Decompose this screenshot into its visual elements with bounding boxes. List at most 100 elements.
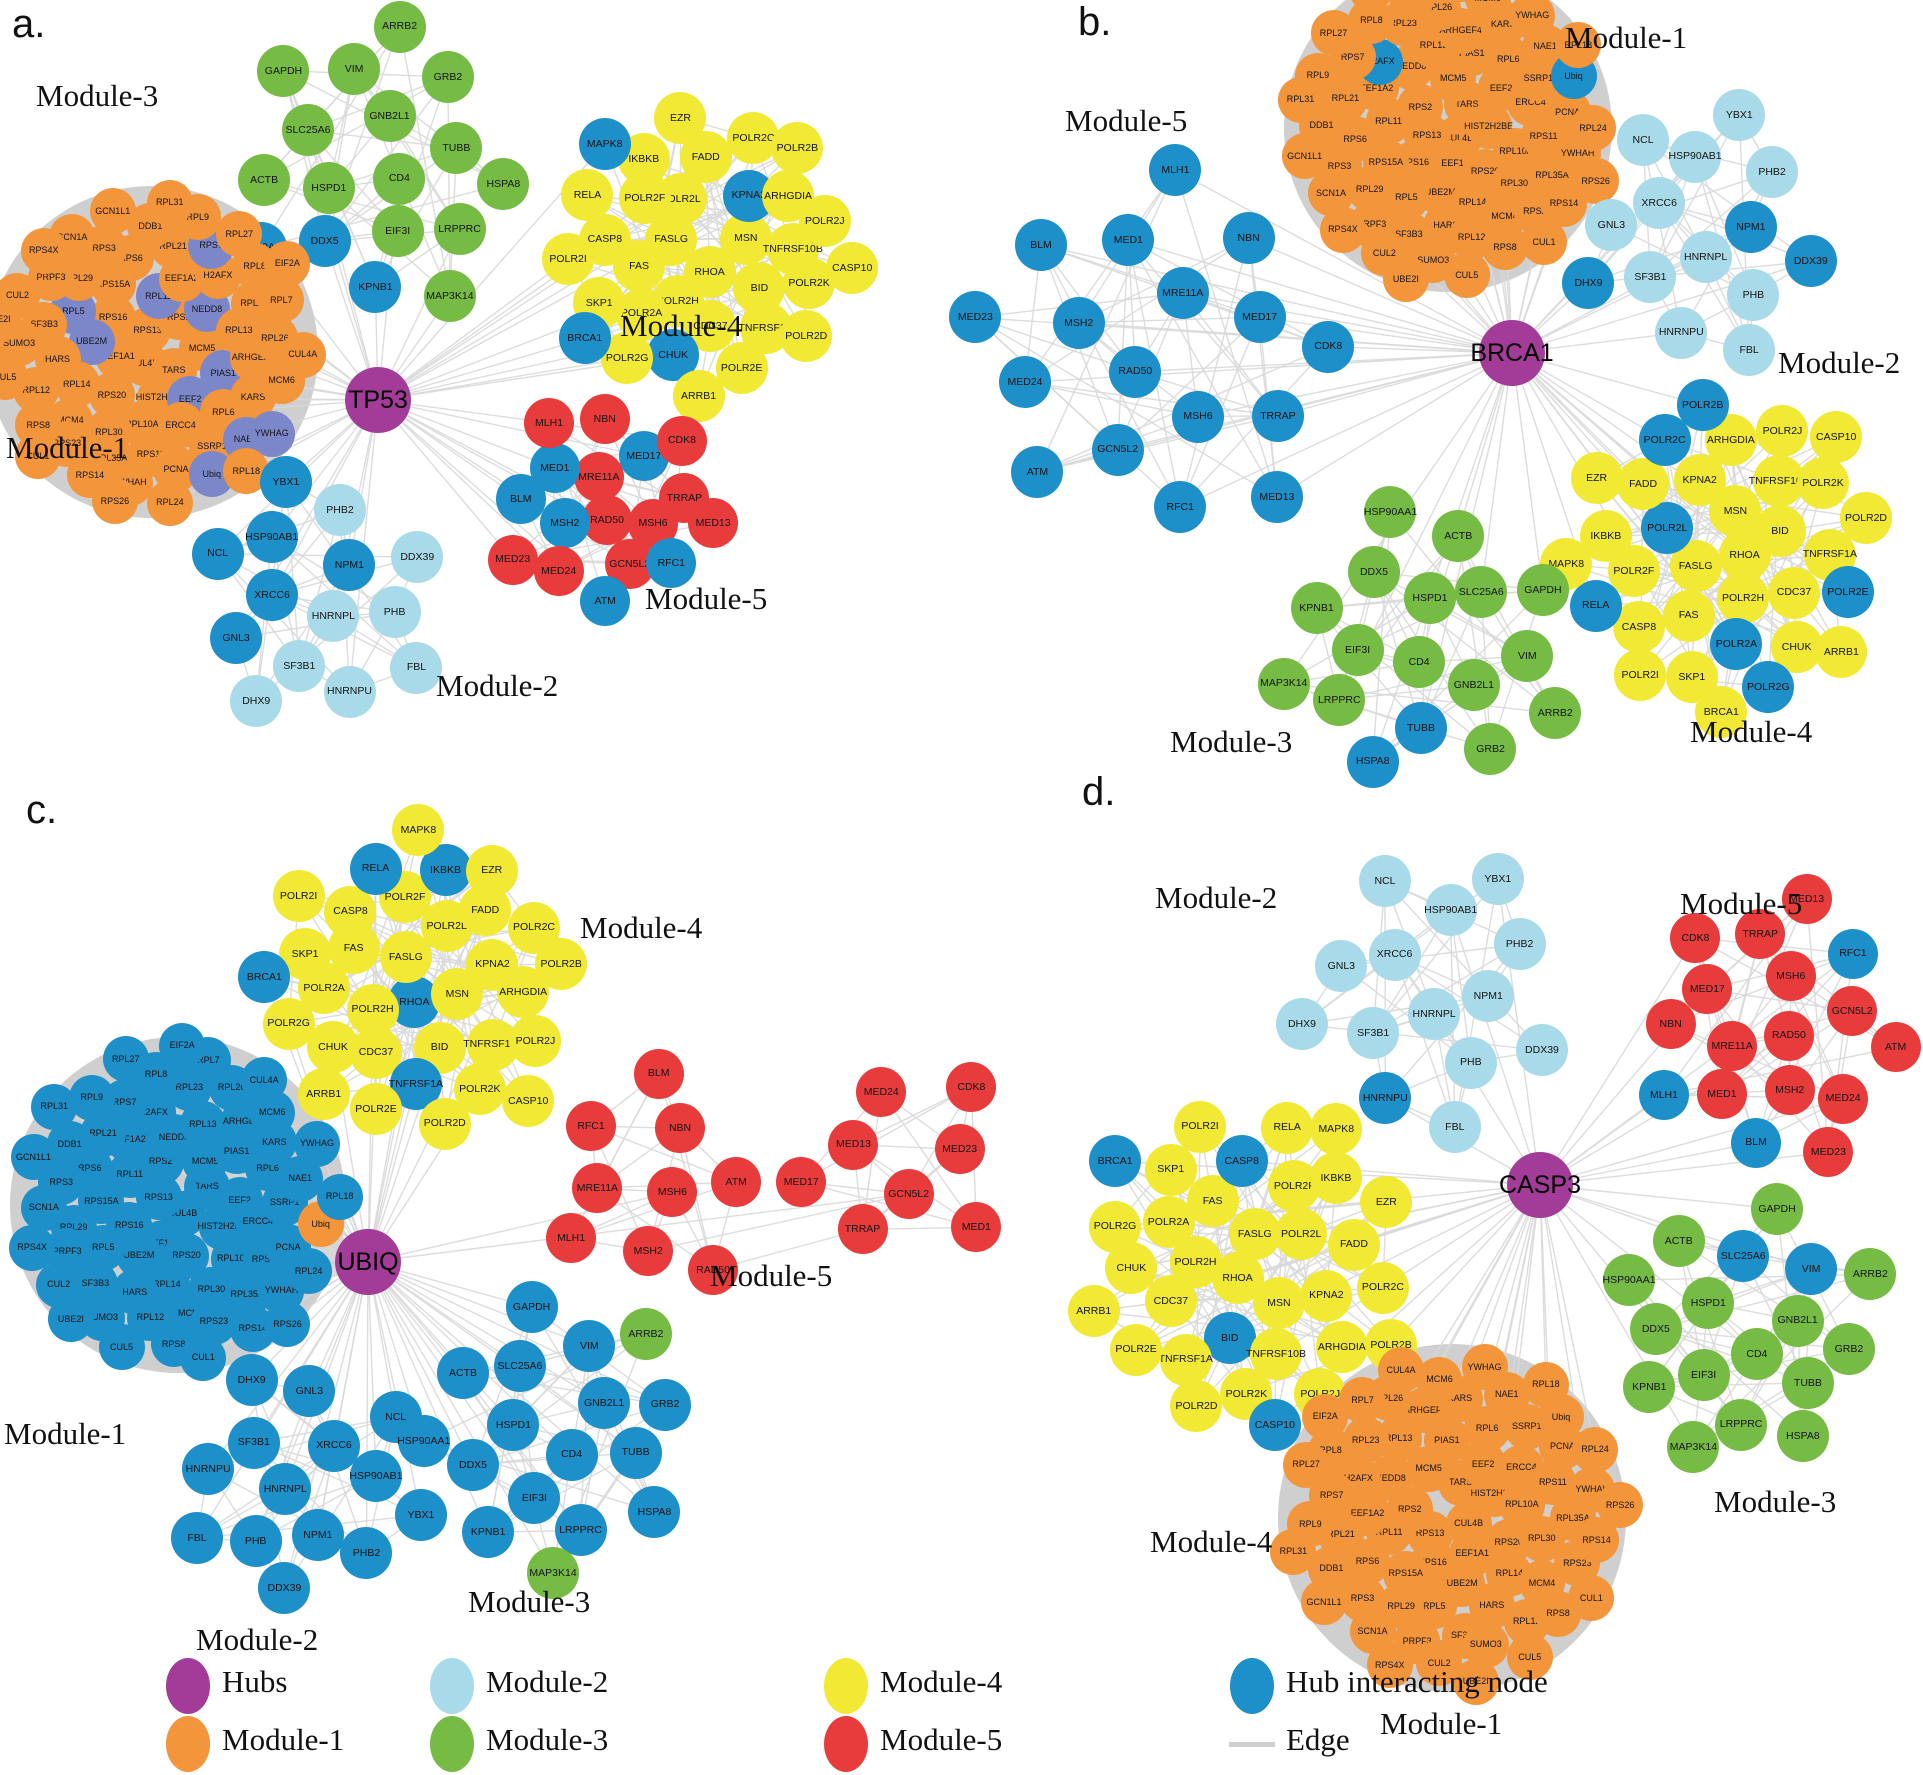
node-LRPPRC: LRPPRC (1715, 1398, 1768, 1451)
node-CUL5: CUL5 (1443, 252, 1490, 299)
node-HNRNPU: HNRNPU (1359, 1071, 1412, 1124)
node-BID: BID (1754, 505, 1807, 558)
node-HSPA8: HSPA8 (628, 1486, 681, 1539)
node-FADD: FADD (1617, 457, 1670, 510)
node-FAS: FAS (1662, 589, 1715, 642)
node-MED23: MED23 (1803, 1127, 1854, 1178)
module-label-a-module-1: Module-1 (6, 430, 129, 465)
node-MED24: MED24 (533, 546, 584, 597)
node-MED24: MED24 (1818, 1073, 1869, 1124)
node-HSP90AB1: HSP90AB1 (349, 1450, 402, 1503)
node-SF3B1: SF3B1 (227, 1416, 280, 1469)
node-TNFRSF10B: TNFRSF10B (1749, 454, 1809, 507)
node-HSPD1: HSPD1 (302, 162, 355, 215)
node-CUL4A: CUL4A (241, 1057, 288, 1104)
node-GAPDH: GAPDH (1516, 564, 1569, 617)
node-HSP90AB1: HSP90AB1 (245, 511, 298, 564)
node-YWHAG: YWHAG (1509, 0, 1556, 39)
node-RPL27: RPL27 (1283, 1441, 1330, 1488)
node-GNB2L1: GNB2L1 (363, 89, 416, 142)
node-ARRB1: ARRB1 (1815, 626, 1868, 679)
node-BRCA1: BRCA1 (1695, 686, 1748, 739)
node-BID: BID (1203, 1312, 1256, 1365)
module-label-c-module-1: Module-1 (4, 1416, 127, 1451)
node-MED13: MED13 (688, 498, 739, 549)
node-POLR2I: POLR2I (1174, 1100, 1227, 1153)
module-label-a-module-3: Module-3 (36, 78, 159, 113)
node-MCM6: MCM6 (1416, 1356, 1463, 1403)
node-TRRAP: TRRAP (1735, 909, 1786, 960)
node-CDK8: CDK8 (656, 415, 707, 466)
node-GAPDH: GAPDH (257, 44, 310, 97)
node-CD4: CD4 (545, 1428, 598, 1481)
node-GRB2: GRB2 (1464, 723, 1517, 776)
node-CUL4A: CUL4A (1438, 0, 1485, 3)
node-MAP3K14: MAP3K14 (527, 1546, 580, 1599)
node-GCN1L1: GCN1L1 (89, 188, 136, 235)
module-label-c-module-5: Module-5 (710, 1258, 833, 1293)
node-RPS26: RPS26 (1572, 158, 1619, 205)
node-YWHAG: YWHAG (1461, 1344, 1508, 1390)
module-label-d-module-3: Module-3 (1714, 1484, 1837, 1519)
node-MRE11A: MRE11A (1156, 267, 1209, 320)
node-GCN5L2: GCN5L2 (883, 1168, 934, 1219)
node-POLR2E: POLR2E (350, 1082, 403, 1135)
node-MSH6: MSH6 (647, 1167, 698, 1218)
node-FASLG: FASLG (1228, 1207, 1281, 1260)
node-SUMO3: SUMO3 (1462, 1621, 1509, 1668)
node-ATM: ATM (1011, 445, 1064, 498)
node-HSPA8: HSPA8 (1346, 735, 1399, 788)
node-GNB2L1: GNB2L1 (1771, 1294, 1824, 1347)
node-SLC25A6: SLC25A6 (1455, 566, 1508, 619)
node-DHX9: DHX9 (230, 675, 283, 728)
node-MAPK8: MAPK8 (1310, 1103, 1363, 1156)
node-BRCA1: BRCA1 (1089, 1135, 1142, 1188)
node-POLR2C: POLR2C (1638, 414, 1691, 467)
node-RPL31: RPL31 (1277, 76, 1324, 123)
node-ARRB1: ARRB1 (297, 1068, 350, 1121)
node-GCN1L1: GCN1L1 (1281, 133, 1328, 180)
hub-node-tp53: TP53 (345, 367, 411, 433)
node-CASP8: CASP8 (1215, 1134, 1268, 1187)
node-LRPPRC: LRPPRC (554, 1504, 607, 1557)
node-MSH2: MSH2 (623, 1226, 674, 1277)
node-HNRNPU: HNRNPU (182, 1443, 235, 1496)
node-RPL27: RPL27 (216, 211, 263, 258)
node-RPL27: RPL27 (102, 1036, 149, 1083)
module-label-b-module-3: Module-3 (1170, 724, 1293, 759)
node-RPS26: RPS26 (264, 1301, 311, 1348)
node-DHX9: DHX9 (1275, 998, 1328, 1051)
legend-label-module-3: Module-3 (486, 1722, 609, 1757)
module-label-b-module-2: Module-2 (1778, 345, 1901, 380)
node-HSPD1: HSPD1 (1682, 1277, 1735, 1330)
node-MED17: MED17 (1682, 964, 1733, 1015)
node-CASP10: CASP10 (502, 1074, 555, 1127)
node-EIF3I: EIF3I (1677, 1348, 1730, 1401)
node-SLC25A6: SLC25A6 (493, 1340, 546, 1393)
node-CDK8: CDK8 (1302, 320, 1355, 373)
node-GAPDH: GAPDH (1751, 1182, 1804, 1235)
node-POLR2L: POLR2L (1275, 1208, 1328, 1261)
node-TNFRSF1A: TNFRSF1A (1159, 1333, 1213, 1386)
node-MED1: MED1 (1102, 213, 1155, 266)
node-MAP3K14: MAP3K14 (1667, 1421, 1720, 1474)
node-POLR2I: POLR2I (272, 869, 325, 922)
node-HNRNPL: HNRNPL (307, 590, 360, 643)
node-BLM: BLM (1015, 219, 1068, 272)
node-CD4: CD4 (1393, 636, 1446, 689)
node-CASP8: CASP8 (324, 885, 377, 938)
node-MED1: MED1 (529, 443, 580, 494)
node-CUL1: CUL1 (14, 433, 61, 480)
node-RPL7: RPL7 (1388, 0, 1435, 21)
node-POLR2D: POLR2D (780, 310, 833, 363)
panel-letter-c: c. (26, 788, 58, 832)
node-HNRNPL: HNRNPL (259, 1463, 312, 1516)
node-MLH1: MLH1 (1638, 1069, 1689, 1120)
node-FBL: FBL (171, 1512, 223, 1564)
node-GAPDH: GAPDH (505, 1281, 558, 1334)
node-MLH1: MLH1 (1149, 144, 1202, 197)
node-ACTB: ACTB (1432, 510, 1485, 563)
node-FASLG: FASLG (379, 930, 432, 983)
node-BRCA1: BRCA1 (238, 950, 291, 1003)
